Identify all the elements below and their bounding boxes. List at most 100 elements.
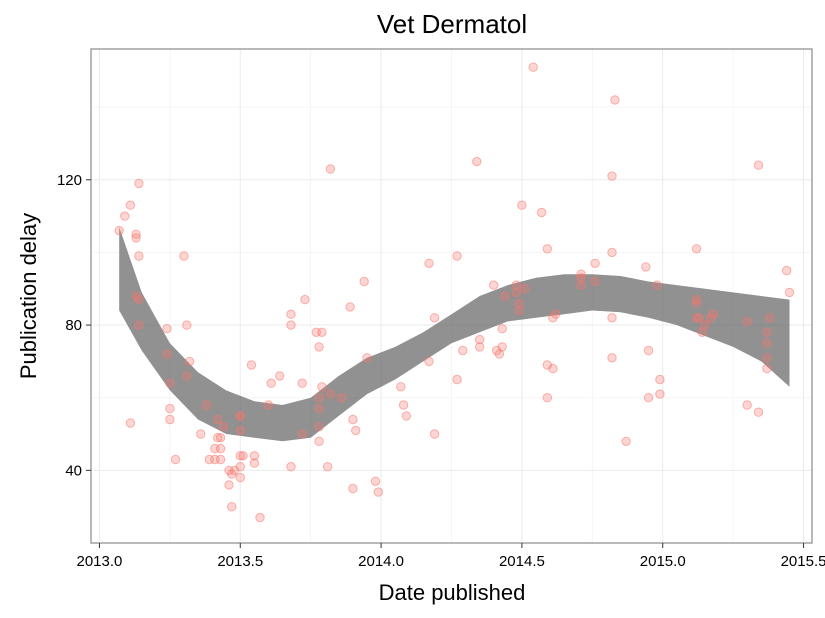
data-point [286, 309, 296, 319]
data-point [134, 294, 144, 305]
data-point [429, 313, 440, 323]
data-point [362, 353, 372, 363]
x-tick-label: 2015.0 [640, 553, 686, 570]
data-point [182, 320, 192, 330]
data-point [224, 480, 234, 490]
data-point [165, 414, 175, 425]
data-point [370, 476, 381, 486]
data-point [590, 258, 600, 268]
data-point [165, 403, 175, 414]
data-point [286, 462, 296, 472]
data-point [351, 425, 361, 436]
data-point [694, 313, 704, 323]
data-point [213, 414, 223, 425]
data-point [511, 280, 521, 290]
data-point [120, 211, 130, 221]
data-point [134, 251, 144, 261]
data-point [201, 400, 212, 410]
data-point [753, 407, 764, 417]
data-point [325, 389, 336, 399]
data-point [249, 458, 260, 468]
data-point [452, 374, 462, 385]
data-point [551, 309, 561, 319]
data-point [514, 305, 524, 316]
data-point [114, 225, 124, 236]
data-point [643, 393, 654, 403]
data-point [179, 251, 189, 261]
data-point [655, 374, 665, 385]
data-point [266, 378, 276, 388]
x-axis: 2013.0 2013.5 2014.0 2014.5 2015.0 2015.5 [77, 543, 825, 570]
data-point [215, 443, 226, 454]
data-point [542, 393, 552, 403]
data-point [610, 95, 620, 105]
data-point [196, 429, 206, 439]
data-point [235, 411, 246, 421]
data-point [542, 244, 552, 254]
data-point [691, 244, 702, 254]
data-point [500, 291, 510, 301]
data-point [322, 462, 333, 472]
data-point [762, 338, 772, 348]
data-point [125, 200, 136, 210]
data-point [742, 316, 752, 327]
data-point [429, 429, 440, 439]
data-point [520, 284, 530, 294]
data-point [325, 164, 336, 174]
data-point [235, 462, 246, 472]
data-point [511, 287, 521, 298]
y-axis-title: Publication delay [16, 213, 41, 379]
data-point [235, 451, 246, 461]
data-point [607, 353, 617, 363]
data-point [691, 294, 702, 305]
data-point [213, 433, 223, 443]
data-point [238, 451, 248, 461]
data-point [753, 160, 764, 170]
data-point [162, 349, 172, 359]
data-point [263, 400, 274, 410]
data-point [514, 298, 524, 308]
data-point [641, 262, 651, 272]
data-point [536, 207, 547, 218]
data-point [691, 298, 702, 308]
data-point [131, 233, 141, 243]
data-point [762, 353, 772, 363]
data-point [182, 371, 192, 381]
data-point [373, 487, 383, 497]
data-point [165, 378, 175, 388]
data-point [576, 273, 586, 283]
data-point [708, 309, 719, 319]
data-point [317, 382, 327, 392]
y-tick-label: 40 [65, 462, 82, 479]
data-point [607, 171, 617, 181]
data-point [246, 360, 257, 370]
data-point [472, 156, 482, 167]
y-axis: 40 80 120 [57, 172, 91, 479]
data-point [424, 356, 434, 367]
x-tick-label: 2013.5 [217, 553, 263, 570]
data-point [131, 229, 141, 240]
data-point [235, 425, 246, 436]
data-point [497, 324, 507, 334]
data-point [590, 276, 600, 287]
x-tick-label: 2014.0 [358, 553, 404, 570]
data-point [249, 451, 260, 461]
data-point [607, 313, 617, 323]
data-point [337, 393, 347, 403]
data-point [475, 342, 485, 352]
data-point [655, 389, 665, 399]
data-point [621, 436, 631, 446]
data-point [125, 418, 136, 428]
data-point [700, 320, 710, 330]
data-point [134, 178, 144, 189]
data-point [458, 345, 468, 356]
data-point [528, 62, 538, 72]
data-point [497, 342, 507, 352]
data-point [348, 414, 358, 425]
data-point [742, 400, 752, 410]
x-tick-label: 2013.0 [77, 553, 123, 570]
data-point [314, 436, 324, 446]
y-tick-label: 120 [57, 172, 82, 189]
data-point [401, 411, 412, 421]
